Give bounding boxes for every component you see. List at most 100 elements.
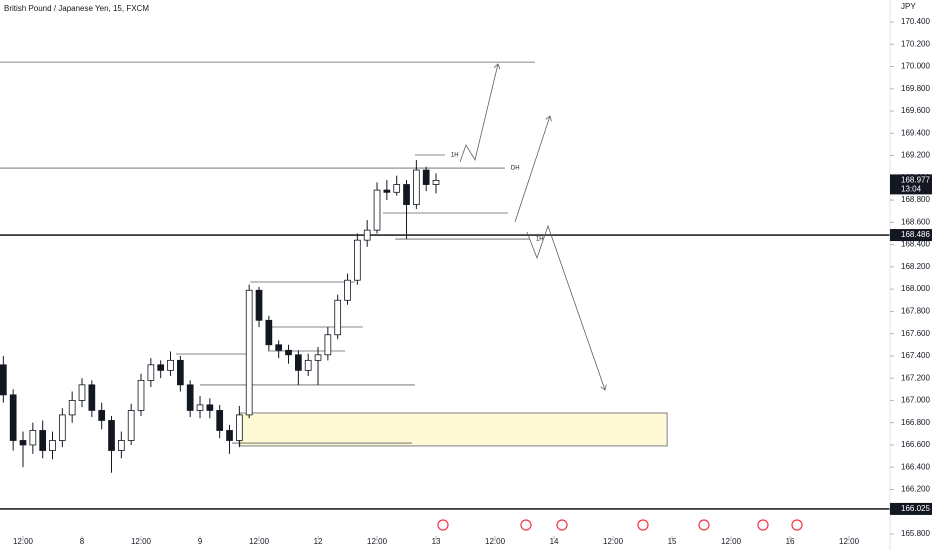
- candle-body: [334, 299, 342, 336]
- x-tick-label: 16: [786, 537, 795, 546]
- y-tick-label: 166.400: [901, 462, 930, 471]
- candle-body: [78, 384, 86, 401]
- y-tick-label: 170.400: [901, 17, 930, 26]
- candle-body: [68, 400, 76, 416]
- candle-body: [206, 404, 214, 411]
- candle-body: [186, 384, 194, 411]
- x-tick-label: 8: [80, 537, 85, 546]
- candle-body: [422, 169, 430, 185]
- y-tick-label: 170.200: [901, 39, 930, 48]
- candle-body: [226, 430, 233, 441]
- candle-body: [363, 229, 371, 241]
- x-tick-label: 12:00: [367, 537, 388, 546]
- x-tick-label: 12:00: [249, 537, 270, 546]
- candle-body: [167, 359, 174, 371]
- projection-arrow: [526, 224, 605, 390]
- y-tick-label: 165.800: [901, 529, 930, 538]
- level-label: DH: [511, 166, 520, 172]
- y-tick-label: 166.800: [901, 418, 930, 427]
- candle-body: [117, 440, 125, 451]
- y-tick-label: 169.200: [901, 151, 930, 160]
- x-tick-label: 15: [668, 537, 677, 546]
- y-tick-label: 168.600: [901, 217, 930, 226]
- y-tick-label: 170.000: [901, 62, 930, 71]
- x-tick-label: 14: [550, 537, 559, 546]
- candle-body: [354, 239, 361, 281]
- y-tick-label: 168.800: [901, 195, 930, 204]
- y-tick-label: 167.200: [901, 373, 930, 382]
- y-tick-label: 169.600: [901, 106, 930, 115]
- x-tick-label: 12:00: [13, 537, 34, 546]
- candle-body: [0, 364, 7, 396]
- x-tick-label: 12: [314, 537, 323, 546]
- candle-body: [413, 169, 420, 205]
- level-label: 1H: [451, 153, 459, 159]
- candle-body: [295, 354, 302, 371]
- candle-body: [9, 394, 17, 441]
- candle-body: [324, 334, 332, 356]
- price-box: [890, 174, 932, 195]
- y-tick-label: 169.800: [901, 84, 930, 93]
- candle-body: [39, 430, 47, 451]
- candle-body: [137, 379, 145, 411]
- candle-body: [403, 184, 410, 205]
- chart-title: British Pound / Japanese Yen, 15, FXCM: [4, 4, 149, 13]
- y-tick-label: 166.600: [901, 440, 930, 449]
- candle-body: [255, 289, 263, 321]
- candle-body: [245, 289, 253, 416]
- candle-body: [265, 319, 273, 346]
- x-tick-label: 13: [432, 537, 441, 546]
- candle-body: [88, 384, 96, 411]
- x-tick-label: 9: [198, 537, 203, 546]
- candle-body: [157, 364, 165, 371]
- y-tick-label: 167.400: [901, 351, 930, 360]
- candle-body: [393, 184, 401, 193]
- x-tick-label: 12:00: [131, 537, 152, 546]
- projection-arrow: [514, 116, 550, 223]
- price-box-label: 166.025: [901, 504, 930, 513]
- price-box-label: 168.977: [901, 176, 930, 185]
- candle-body: [236, 414, 243, 441]
- candle-body: [314, 354, 322, 361]
- y-tick-label: 167.800: [901, 307, 930, 316]
- countdown: 13:04: [901, 185, 922, 194]
- candle-body: [177, 359, 184, 386]
- y-tick-label: 168.200: [901, 262, 930, 271]
- price-box: [890, 502, 932, 515]
- plot-area: DH 1H 1H: [0, 61, 890, 510]
- level-label: 1H: [536, 237, 544, 243]
- candle-body: [373, 189, 381, 231]
- y-tick-label: 167.000: [901, 396, 930, 405]
- x-tick-label: 12:00: [721, 537, 742, 546]
- y-tick-label: 169.400: [901, 128, 930, 137]
- currency-label: JPY: [901, 2, 916, 11]
- x-tick-label: 12:00: [839, 537, 860, 546]
- candle-body: [29, 430, 37, 446]
- candle-body: [285, 349, 292, 356]
- candle-body: [383, 189, 391, 193]
- x-tick-label: 12:00: [485, 537, 506, 546]
- y-tick-label: 168.400: [901, 240, 930, 249]
- candle-body: [275, 344, 283, 351]
- y-tick-label: 167.600: [901, 329, 930, 338]
- x-tick-label: 12:00: [603, 537, 624, 546]
- y-tick-label: 166.200: [901, 485, 930, 494]
- candle-body: [196, 404, 204, 411]
- demand-zone: [239, 412, 668, 447]
- candle-body: [19, 440, 27, 446]
- price-box-label: 168.486: [901, 230, 930, 239]
- candle-body: [49, 440, 56, 451]
- candle-body: [58, 414, 66, 441]
- price-box: [890, 229, 932, 242]
- y-tick-label: 168.000: [901, 284, 930, 293]
- candle-body: [127, 410, 135, 441]
- candle-body: [304, 359, 312, 371]
- candle-body: [108, 420, 115, 451]
- candle-body: [216, 410, 224, 431]
- projection-arrow: [459, 64, 498, 163]
- candle-body: [147, 364, 155, 381]
- candle-body: [432, 180, 440, 185]
- candle-body: [344, 279, 351, 301]
- event-icons: [437, 519, 803, 531]
